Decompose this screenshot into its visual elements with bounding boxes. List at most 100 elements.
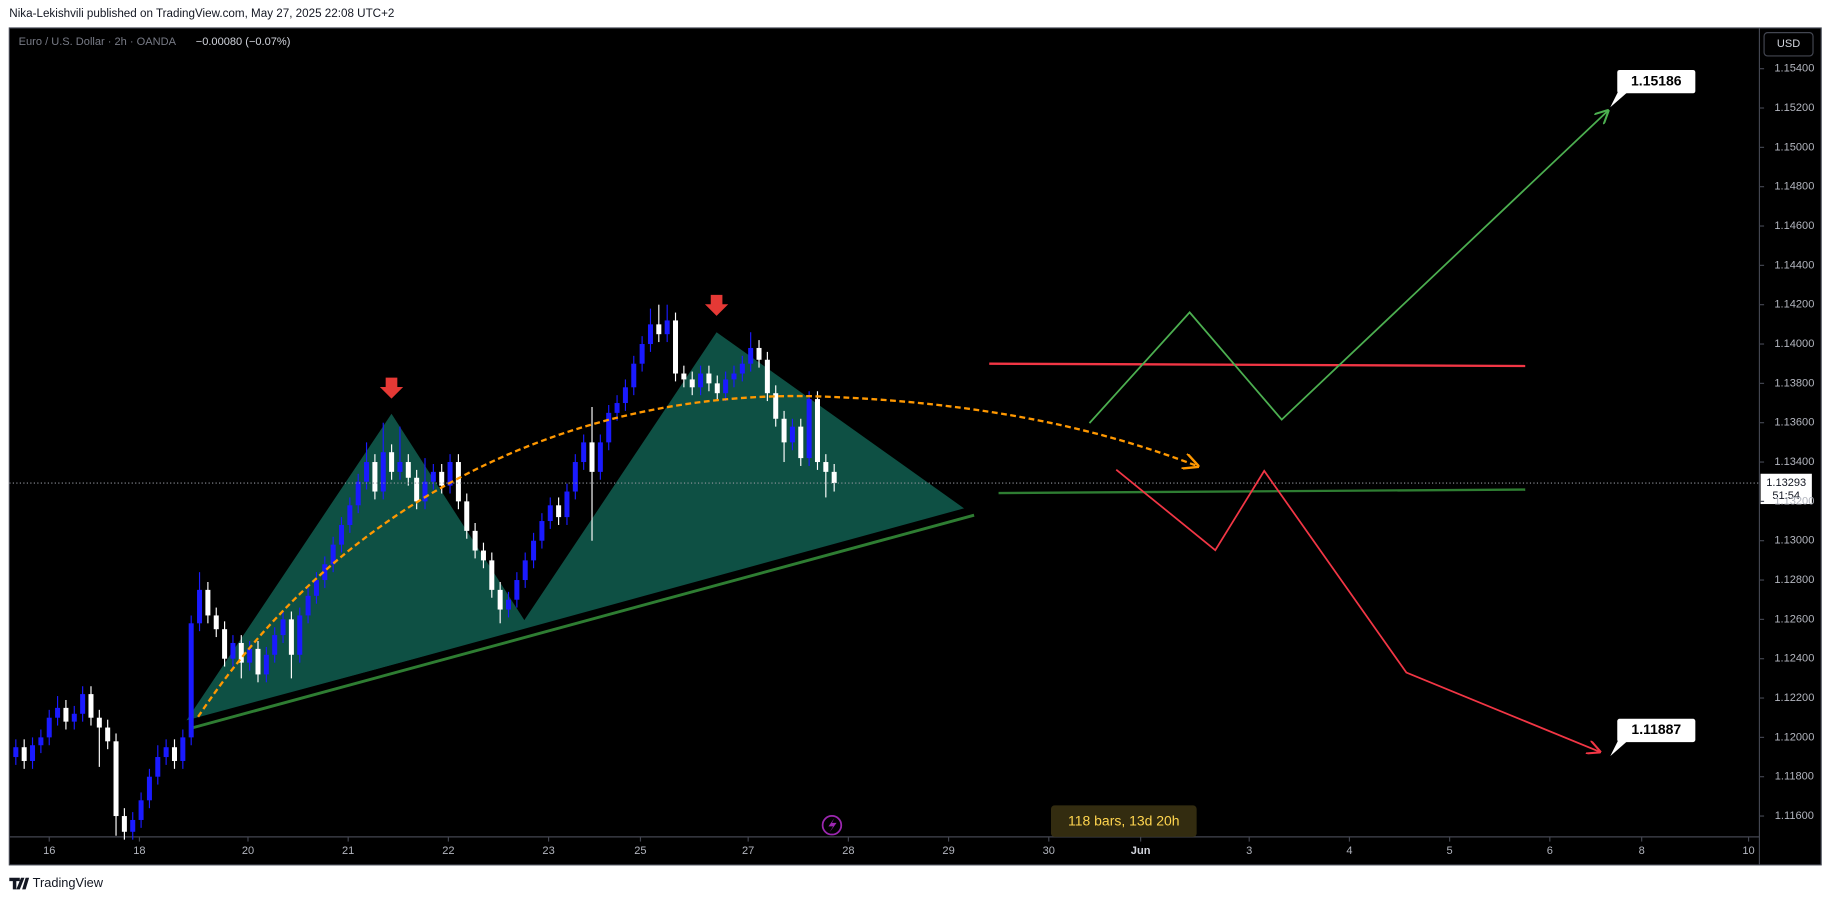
brand: TradingView (33, 875, 104, 890)
candle-body (497, 589, 503, 610)
candle-body (681, 373, 687, 380)
candle-body (138, 800, 144, 820)
candle-body (88, 694, 94, 718)
candle-body (806, 399, 812, 459)
target-label: 1.15186 (1631, 72, 1682, 88)
x-tick-label: 28 (842, 845, 854, 857)
top-marker (379, 377, 404, 399)
candle-body (55, 707, 61, 718)
candle-body (823, 462, 829, 472)
candle-body (698, 373, 704, 388)
candle-body (447, 462, 453, 486)
candle-body (706, 373, 712, 384)
last-price-bg (1760, 473, 1812, 505)
candle-body (564, 491, 570, 518)
candle-body (472, 530, 478, 551)
candle-body (731, 373, 737, 380)
candle-body (330, 544, 336, 565)
x-tick-label: 8 (1639, 845, 1645, 857)
y-tick-label: 1.15000 (1774, 141, 1814, 153)
candle-body (781, 418, 787, 443)
y-tick-label: 1.14400 (1774, 259, 1814, 271)
candle-body (313, 580, 319, 596)
target-label: 1.11887 (1631, 721, 1681, 737)
pattern-fill (186, 332, 968, 721)
candle-body (397, 462, 403, 472)
candle-body (506, 599, 512, 610)
candle-body (439, 471, 445, 486)
y-tick-label: 1.12400 (1774, 653, 1814, 665)
y-tick-label: 1.11800 (1775, 771, 1814, 783)
candle-body (130, 819, 136, 832)
y-tick-label: 1.14600 (1774, 220, 1814, 232)
candle-body (514, 580, 520, 600)
range-box (1050, 805, 1197, 837)
targets: 1.15186 1.11887 (1610, 69, 1696, 757)
candle-body (380, 452, 386, 492)
candle-body (113, 741, 119, 817)
x-tick-label: 30 (1043, 845, 1055, 857)
candle-body (631, 363, 637, 388)
candle-body (723, 379, 729, 394)
brand-logo (9, 877, 30, 890)
candle-body (756, 347, 762, 360)
candle-body (38, 737, 44, 746)
candle-body (305, 595, 311, 616)
candle-body (656, 324, 662, 335)
events-bolt (828, 818, 837, 833)
candle-body (96, 717, 102, 728)
y-tick-label: 1.14800 (1774, 181, 1814, 193)
x-tick-label: 29 (942, 845, 954, 857)
currency-box[interactable] (1763, 32, 1814, 57)
neckline (189, 513, 975, 730)
x-tick-label: 25 (634, 845, 646, 857)
bear-scenario (1115, 469, 1600, 752)
y-tick-label: 1.13200 (1774, 495, 1814, 507)
candle-body (322, 564, 328, 581)
candle-body (180, 737, 186, 761)
last-price-label: 1.13293 (1766, 477, 1806, 489)
candle-body (13, 747, 19, 758)
candle-body (464, 501, 470, 531)
candle-body (647, 324, 653, 345)
candle-body (556, 505, 562, 518)
y-tick-label: 1.13600 (1774, 417, 1814, 429)
candle-body (230, 642, 236, 659)
candle-body (389, 452, 395, 472)
currency: USD (1777, 38, 1800, 50)
candle-body (171, 747, 177, 761)
candle-body (405, 462, 411, 478)
x-tick-label: 23 (542, 845, 554, 857)
candle-body (689, 379, 695, 388)
chart-panel (8, 27, 1822, 866)
y-tick-label: 1.12800 (1774, 574, 1814, 586)
neckline-shadow (191, 507, 968, 726)
x-tick-label: 6 (1547, 845, 1553, 857)
y-tick-label: 1.12600 (1774, 613, 1814, 625)
y-tick-label: 1.15400 (1774, 63, 1814, 75)
candle-body (739, 363, 745, 374)
candles (13, 304, 837, 840)
candle-body (146, 776, 152, 801)
candle-body (414, 477, 420, 502)
candle-body (71, 713, 77, 722)
x-tick-label: 16 (43, 845, 55, 857)
candle-body (798, 426, 804, 459)
candle-body (531, 540, 537, 561)
candle-body (422, 481, 428, 502)
y-tick-label: 1.15200 (1774, 102, 1814, 114)
x-tick-label: Jun (1131, 845, 1151, 857)
candle-body (63, 707, 69, 722)
candle-body (80, 694, 86, 714)
candle-body (21, 747, 27, 761)
candle-body (831, 471, 837, 484)
candle-body (489, 560, 495, 590)
candle-body (814, 399, 820, 463)
events-icon[interactable] (821, 815, 843, 836)
candle-body (572, 462, 578, 492)
change-legend: −0.00080 (−0.07%) (196, 36, 291, 48)
x-tick-label: 5 (1447, 845, 1453, 857)
candle-body (430, 471, 436, 482)
candle-body (480, 550, 486, 561)
